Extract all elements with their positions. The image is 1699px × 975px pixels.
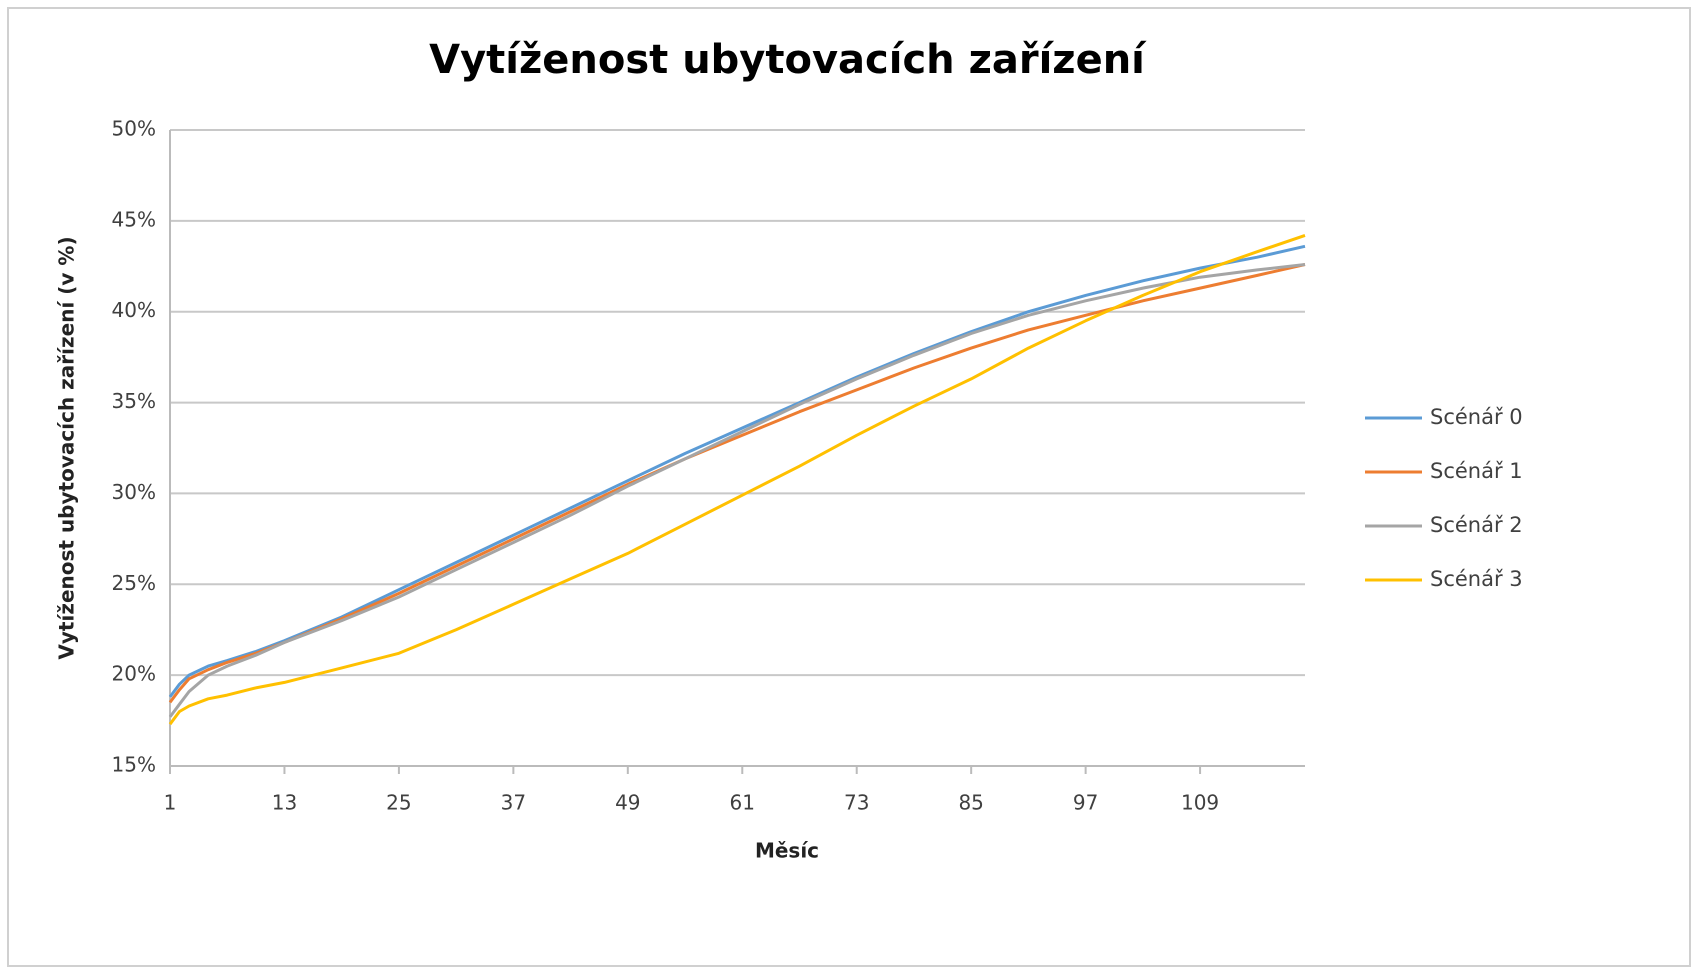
series-line xyxy=(168,233,1306,726)
chart-title: Vytíženost ubytovacích zařízení xyxy=(429,37,1147,83)
y-tick-label: 45% xyxy=(112,207,156,231)
series-line xyxy=(168,263,1306,704)
x-tick-label: 61 xyxy=(730,791,755,815)
series-line xyxy=(168,244,1306,698)
x-tick-label: 85 xyxy=(958,791,983,815)
x-tick-label: 97 xyxy=(1073,791,1098,815)
legend-label: Scénář 0 xyxy=(1430,405,1523,429)
x-tick-label: 109 xyxy=(1181,791,1219,815)
legend-label: Scénář 3 xyxy=(1430,567,1523,591)
y-tick-label: 20% xyxy=(112,662,156,686)
legend-label: Scénář 1 xyxy=(1430,459,1523,483)
chart-frame xyxy=(7,7,1691,967)
x-tick-label: 13 xyxy=(272,791,297,815)
y-tick-label: 50% xyxy=(112,117,156,141)
x-tick-label: 73 xyxy=(844,791,869,815)
y-tick-label: 30% xyxy=(112,480,156,504)
x-tick-label: 49 xyxy=(615,791,640,815)
legend-label: Scénář 2 xyxy=(1430,513,1523,537)
y-tick-label: 40% xyxy=(112,298,156,322)
x-axis-label: Měsíc xyxy=(755,839,819,863)
y-tick-label: 15% xyxy=(112,753,156,777)
x-tick-label: 1 xyxy=(164,791,177,815)
y-tick-label: 35% xyxy=(112,389,156,413)
series-line xyxy=(168,263,1306,718)
y-tick-label: 25% xyxy=(112,571,156,595)
x-tick-label: 37 xyxy=(501,791,526,815)
x-tick-label: 25 xyxy=(386,791,411,815)
y-axis-label: Vytíženost ubytovacích zařízení (v %) xyxy=(55,236,79,659)
